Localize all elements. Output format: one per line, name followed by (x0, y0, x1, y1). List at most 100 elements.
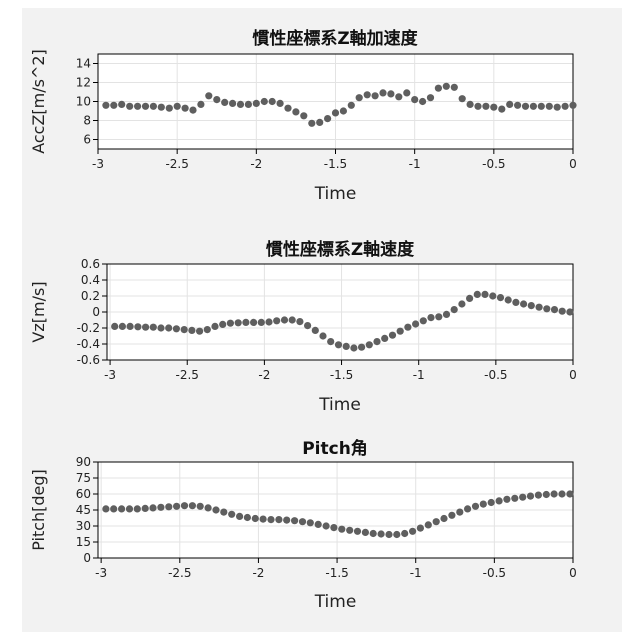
data-point (522, 103, 529, 110)
data-point (142, 505, 149, 512)
data-point (397, 328, 404, 335)
data-point (157, 504, 164, 511)
data-point (490, 104, 497, 111)
data-point (110, 505, 117, 512)
data-point (370, 530, 377, 537)
data-point (569, 102, 576, 109)
y-tick-label: 0.6 (81, 257, 100, 271)
data-point (372, 92, 379, 99)
y-tick-label: 60 (76, 487, 91, 501)
data-point (496, 497, 503, 504)
data-point (543, 305, 550, 312)
data-point (258, 319, 265, 326)
data-point (417, 525, 424, 532)
data-point (134, 505, 141, 512)
y-tick-label: 30 (76, 519, 91, 533)
data-point (323, 522, 330, 529)
data-point (536, 304, 543, 311)
data-point (221, 99, 228, 106)
data-point (551, 306, 558, 313)
data-point (324, 115, 331, 122)
data-point (197, 503, 204, 510)
data-point (505, 296, 512, 303)
data-point (204, 326, 211, 333)
data-point (197, 101, 204, 108)
chart-2: -3-2.5-2-1.5-1-0.50-0.6-0.4-0.200.20.40.… (29, 239, 577, 415)
y-tick-label: -0.4 (77, 337, 100, 351)
data-point (362, 529, 369, 536)
data-point (283, 517, 290, 524)
data-point (404, 324, 411, 331)
data-point (497, 294, 504, 301)
x-tick-label: -1 (409, 157, 421, 171)
x-tick-label: 0 (569, 566, 577, 580)
data-point (393, 531, 400, 538)
data-point (379, 89, 386, 96)
data-point (387, 90, 394, 97)
x-axis-label: Time (314, 592, 357, 612)
data-point (158, 104, 165, 111)
data-point (472, 503, 479, 510)
data-point (245, 101, 252, 108)
data-point (385, 531, 392, 538)
data-point (142, 324, 149, 331)
data-point (451, 84, 458, 91)
data-point (527, 493, 534, 500)
data-point (150, 103, 157, 110)
data-point (554, 104, 561, 111)
data-point (304, 322, 311, 329)
data-point (327, 338, 334, 345)
data-point (284, 105, 291, 112)
x-tick-label: -3 (92, 157, 104, 171)
data-point (213, 96, 220, 103)
data-point (261, 98, 268, 105)
x-tick-label: -2.5 (168, 566, 191, 580)
data-point (448, 512, 455, 519)
data-point (474, 103, 481, 110)
y-tick-label: -0.6 (77, 353, 100, 367)
data-point (236, 513, 243, 520)
data-point (481, 291, 488, 298)
data-point (519, 494, 526, 501)
chart-title: Pitch角 (302, 438, 368, 459)
data-point (456, 509, 463, 516)
data-point (488, 499, 495, 506)
data-point (543, 491, 550, 498)
data-point (335, 341, 342, 348)
data-point (381, 335, 388, 342)
data-point (354, 528, 361, 535)
data-point (319, 332, 326, 339)
data-point (165, 503, 172, 510)
x-tick-label: -3 (104, 368, 116, 382)
data-point (340, 107, 347, 114)
data-point (409, 528, 416, 535)
data-point (277, 100, 284, 107)
data-point (566, 308, 573, 315)
data-point (480, 501, 487, 508)
data-point (474, 291, 481, 298)
data-point (212, 506, 219, 513)
data-point (275, 516, 282, 523)
data-point (142, 103, 149, 110)
x-tick-label: -1.5 (330, 368, 353, 382)
chart-title: 慣性座標系Z軸速度 (266, 239, 415, 260)
chart-1: -3-2.5-2-1.5-1-0.5068101214慣性座標系Z軸加速度Tim… (29, 28, 577, 204)
data-point (110, 102, 117, 109)
data-point (292, 108, 299, 115)
y-axis-label: Pitch[deg] (29, 469, 48, 551)
data-point (316, 119, 323, 126)
data-point (260, 516, 267, 523)
data-point (559, 308, 566, 315)
charts-svg: -3-2.5-2-1.5-1-0.5068101214慣性座標系Z軸加速度Tim… (22, 8, 622, 632)
x-tick-label: -0.5 (484, 368, 507, 382)
data-point (308, 120, 315, 127)
x-axis-label: Time (318, 395, 361, 415)
y-tick-label: 8 (83, 114, 91, 128)
data-point (395, 93, 402, 100)
data-point (111, 323, 118, 330)
x-tick-label: 0 (569, 157, 577, 171)
data-point (312, 327, 319, 334)
data-point (237, 101, 244, 108)
data-point (228, 511, 235, 518)
data-point (174, 103, 181, 110)
